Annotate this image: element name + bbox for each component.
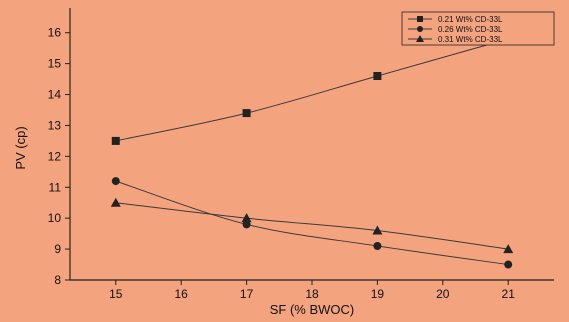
legend-marker-triangle <box>416 35 424 42</box>
x-tick-label: 16 <box>175 287 189 301</box>
legend-label: 0.31 Wt% CD-33L <box>438 35 503 44</box>
axes <box>69 8 554 281</box>
legend-marker-square <box>417 16 423 22</box>
data-point-026 <box>504 260 513 269</box>
x-tick-label: 19 <box>371 287 385 301</box>
x-tick-label: 18 <box>305 287 319 301</box>
x-tick-label: 20 <box>436 287 450 301</box>
legend-entry-031: 0.31 Wt% CD-33L <box>408 35 503 44</box>
series-031 <box>110 197 514 254</box>
data-point-026 <box>111 177 120 186</box>
legend-label: 0.21 Wt% CD-33L <box>438 15 503 24</box>
y-tick-label: 16 <box>48 26 62 40</box>
legend-marker-circle <box>417 26 423 32</box>
y-tick-label: 14 <box>48 88 62 102</box>
series-021 <box>111 34 513 145</box>
y-ticks: 8 9 10 11 12 13 14 15 16 <box>48 26 70 287</box>
series-group <box>110 34 514 269</box>
y-tick-label: 11 <box>49 180 62 194</box>
series-line-021 <box>115 38 509 142</box>
legend-label: 0.26 Wt% CD-33L <box>438 25 503 34</box>
y-axis-title: PV (cp) <box>13 126 28 169</box>
series-026 <box>111 177 513 269</box>
x-ticks: 15 16 17 18 19 20 21 <box>109 280 515 301</box>
x-tick-label: 17 <box>240 287 254 301</box>
data-point-031 <box>372 225 383 235</box>
x-tick-label: 15 <box>109 287 123 301</box>
data-point-026 <box>242 220 251 229</box>
x-axis-title: SF (% BWOC) <box>270 302 355 317</box>
data-point-021 <box>242 109 251 118</box>
data-point-026 <box>373 242 382 250</box>
legend-entry-021: 0.21 Wt% CD-33L <box>408 15 503 24</box>
data-point-021 <box>373 72 382 80</box>
y-tick-label: 12 <box>48 149 62 163</box>
series-line-031 <box>115 202 509 250</box>
data-point-031 <box>241 213 252 223</box>
x-tick-label: 21 <box>502 287 516 301</box>
data-point-031 <box>503 244 514 254</box>
legend-entry-026: 0.26 Wt% CD-33L <box>408 25 503 34</box>
data-point-031 <box>110 197 121 207</box>
data-point-021 <box>111 136 120 145</box>
y-tick-label: 13 <box>48 118 62 132</box>
y-tick-label: 8 <box>54 273 61 287</box>
series-line-026 <box>115 180 509 266</box>
y-tick-label: 15 <box>48 57 62 71</box>
y-tick-label: 10 <box>48 211 62 225</box>
y-tick-label: 9 <box>54 242 61 256</box>
